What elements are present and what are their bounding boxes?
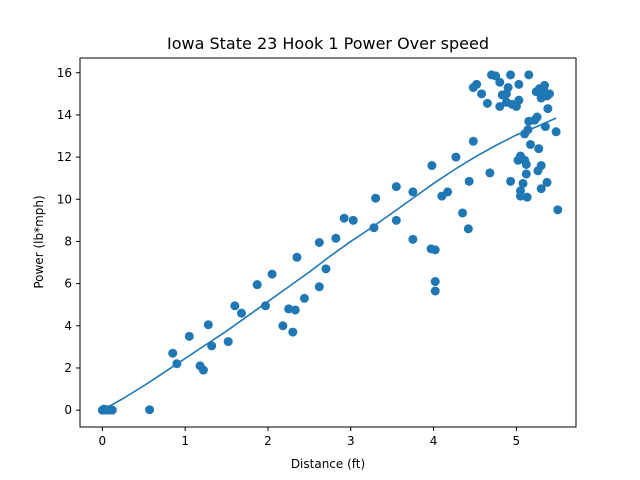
x-tick-label-0: 0	[99, 434, 107, 448]
data-point-32	[348, 215, 358, 225]
data-point-16	[230, 301, 240, 311]
x-axis-label: Distance (ft)	[291, 457, 365, 471]
data-point-93	[536, 184, 546, 194]
y-tick-label-4: 4	[64, 319, 72, 333]
data-point-103	[553, 205, 563, 215]
chart-title: Iowa State 23 Hook 1 Power Over speed	[167, 34, 489, 53]
data-point-59	[495, 102, 505, 111]
data-point-22	[284, 304, 294, 314]
data-point-17	[236, 308, 246, 318]
data-point-74	[518, 178, 528, 188]
data-point-100	[543, 104, 553, 114]
data-point-30	[331, 233, 341, 243]
data-point-54	[482, 98, 492, 108]
y-tick-label-14: 14	[57, 108, 72, 122]
x-tick-label-4: 4	[430, 434, 438, 448]
y-tick-label-0: 0	[64, 403, 72, 417]
data-point-45	[443, 187, 453, 197]
data-point-6	[107, 405, 117, 415]
data-point-18	[252, 280, 262, 290]
y-tick-label-2: 2	[64, 361, 72, 375]
data-point-14	[207, 341, 217, 351]
data-point-96	[540, 80, 550, 90]
data-point-10	[184, 331, 194, 341]
data-point-38	[408, 187, 418, 197]
data-point-47	[458, 208, 468, 218]
data-point-24	[290, 305, 300, 315]
y-tick-label-16: 16	[57, 66, 72, 80]
data-point-34	[371, 193, 381, 203]
data-point-36	[391, 182, 401, 192]
data-point-102	[551, 127, 561, 137]
data-point-42	[430, 277, 440, 287]
data-point-46	[451, 152, 461, 162]
data-point-40	[427, 161, 437, 171]
data-point-19	[260, 301, 270, 311]
data-point-63	[503, 83, 513, 93]
plot-marks	[97, 70, 563, 415]
x-tick-label-3: 3	[347, 434, 355, 448]
data-point-25	[292, 252, 302, 262]
data-point-101	[545, 89, 554, 99]
data-point-58	[495, 77, 505, 87]
data-point-26	[299, 293, 309, 303]
data-point-12	[198, 365, 208, 375]
data-point-21	[278, 321, 288, 331]
data-point-33	[369, 223, 379, 233]
data-point-78	[521, 169, 531, 179]
data-point-20	[267, 269, 277, 279]
data-point-7	[145, 405, 155, 415]
data-point-52	[472, 79, 482, 89]
data-point-99	[542, 177, 552, 187]
data-point-29	[321, 264, 331, 274]
data-point-37	[408, 234, 418, 244]
x-tick-label-5: 5	[513, 434, 521, 448]
data-point-27	[314, 282, 324, 292]
data-point-82	[524, 70, 534, 80]
data-point-41	[430, 245, 440, 255]
data-point-23	[288, 327, 298, 337]
data-point-53	[477, 89, 487, 99]
plot-frame	[79, 57, 577, 428]
y-tick-label-6: 6	[64, 277, 72, 291]
x-tick-label-1: 1	[181, 434, 189, 448]
data-point-15	[223, 337, 233, 347]
data-point-35	[391, 215, 401, 225]
data-point-79	[522, 192, 532, 202]
data-point-43	[430, 286, 440, 296]
data-point-28	[314, 238, 324, 247]
data-point-88	[534, 144, 544, 154]
data-point-83	[525, 139, 535, 149]
data-point-48	[463, 224, 473, 234]
data-point-50	[468, 136, 478, 146]
data-point-70	[514, 95, 524, 105]
data-point-8	[168, 348, 178, 358]
data-point-73	[516, 191, 526, 201]
x-tick-label-2: 2	[264, 434, 272, 448]
y-axis-label: Power (lb*mph)	[32, 195, 46, 288]
data-point-77	[521, 159, 531, 169]
data-point-31	[339, 213, 349, 223]
y-tick-label-10: 10	[57, 192, 72, 206]
y-tick-label-12: 12	[57, 150, 72, 164]
data-point-64	[506, 70, 516, 80]
data-point-92	[536, 161, 546, 171]
data-point-49	[464, 176, 474, 186]
data-point-13	[203, 320, 213, 330]
fit-curve	[101, 117, 557, 411]
data-point-86	[532, 112, 542, 122]
y-tick-label-8: 8	[64, 234, 72, 248]
data-point-65	[506, 176, 516, 186]
data-point-69	[514, 79, 524, 89]
data-point-55	[485, 168, 495, 178]
